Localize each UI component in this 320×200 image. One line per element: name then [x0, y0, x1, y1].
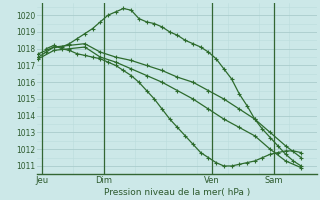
X-axis label: Pression niveau de la mer( hPa ): Pression niveau de la mer( hPa ): [104, 188, 250, 197]
